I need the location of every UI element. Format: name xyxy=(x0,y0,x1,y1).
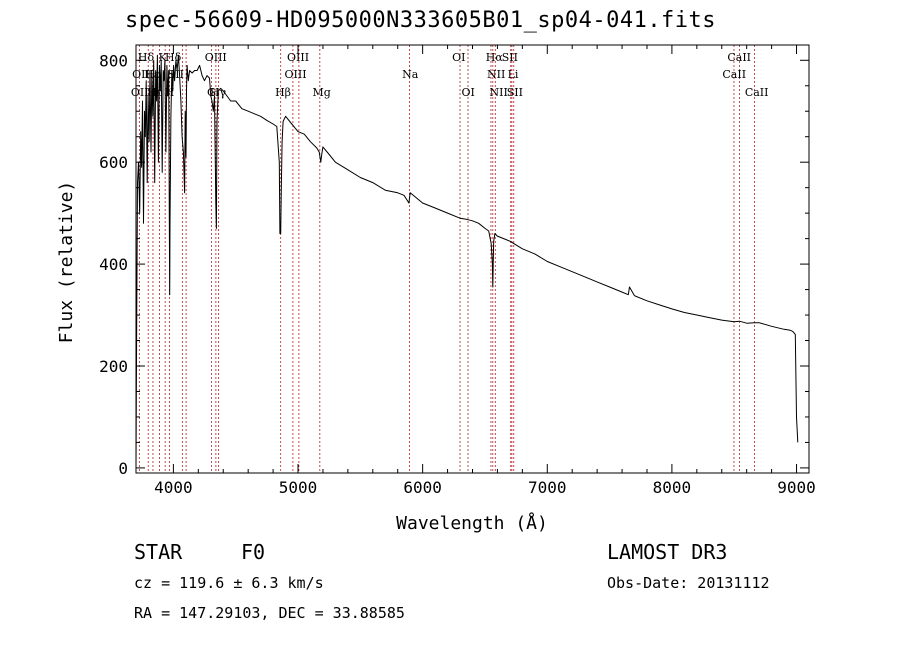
line-label-5: OI xyxy=(452,51,465,64)
line-label-12: OIII xyxy=(284,68,306,81)
line-label-22: Hβ xyxy=(275,86,291,99)
line-label-17: OII xyxy=(131,86,149,99)
line-label-19: H xyxy=(165,86,175,99)
x-tick-label-0: 4000 xyxy=(154,478,193,497)
x-tick-label-2: 6000 xyxy=(403,478,442,497)
line-label-24: OI xyxy=(461,86,474,99)
x-axis-label: Wavelength (Å) xyxy=(396,512,548,534)
line-label-0: Hδ xyxy=(138,51,155,64)
chart-title: spec-56609-HD095000N333605B01_sp04-041.f… xyxy=(125,8,717,33)
line-label-1: K xyxy=(159,51,168,64)
x-tick-label-3: 7000 xyxy=(528,478,567,497)
x-tick-label-1: 5000 xyxy=(279,478,318,497)
line-label-14: NII xyxy=(487,68,505,81)
line-label-23: Mg xyxy=(313,86,331,99)
line-label-20: G xyxy=(207,86,216,99)
y-tick-label-1: 200 xyxy=(99,357,128,376)
line-label-15: Li xyxy=(508,68,519,81)
y-tick-label-4: 800 xyxy=(99,51,128,70)
line-label-25: NII xyxy=(490,86,508,99)
object-subclass: F0 xyxy=(241,540,266,564)
x-tick-label-5: 9000 xyxy=(777,478,816,497)
y-tick-label-3: 600 xyxy=(99,153,128,172)
y-axis-ticks: 0 200 400 600 800 xyxy=(99,51,809,478)
x-axis-ticks: 4000 5000 6000 7000 8000 9000 xyxy=(154,45,816,497)
line-label-6: Hα xyxy=(486,51,504,64)
line-label-3: OIII xyxy=(205,51,227,64)
spectrum-series xyxy=(135,54,799,468)
y-tick-label-0: 0 xyxy=(118,459,128,478)
obs-date: Obs-Date: 20131112 xyxy=(607,574,770,592)
line-label-27: CaII xyxy=(745,86,769,99)
plot-frame xyxy=(135,44,810,474)
survey-name: LAMOST DR3 xyxy=(607,540,728,564)
line-label-9: OII xyxy=(132,68,150,81)
y-axis-label: Flux (relative) xyxy=(56,181,77,344)
line-label-16: CaII xyxy=(722,68,746,81)
line-label-4: OIII xyxy=(287,51,309,64)
y-tick-label-2: 400 xyxy=(99,255,128,274)
line-label-7: SII xyxy=(502,51,518,64)
coordinates: RA = 147.29103, DEC = 33.88585 xyxy=(134,604,405,622)
line-label-26: SII xyxy=(507,86,523,99)
line-label-8: CaII xyxy=(727,51,751,64)
spectrum-line xyxy=(135,54,799,468)
object-class: STAR xyxy=(134,540,183,564)
redshift-readout: cz = 119.6 ± 6.3 km/s xyxy=(134,574,324,592)
line-label-13: Na xyxy=(402,68,419,81)
emission-line-markers xyxy=(138,45,755,473)
x-tick-label-4: 8000 xyxy=(653,478,692,497)
line-label-11: SII xyxy=(168,68,184,81)
